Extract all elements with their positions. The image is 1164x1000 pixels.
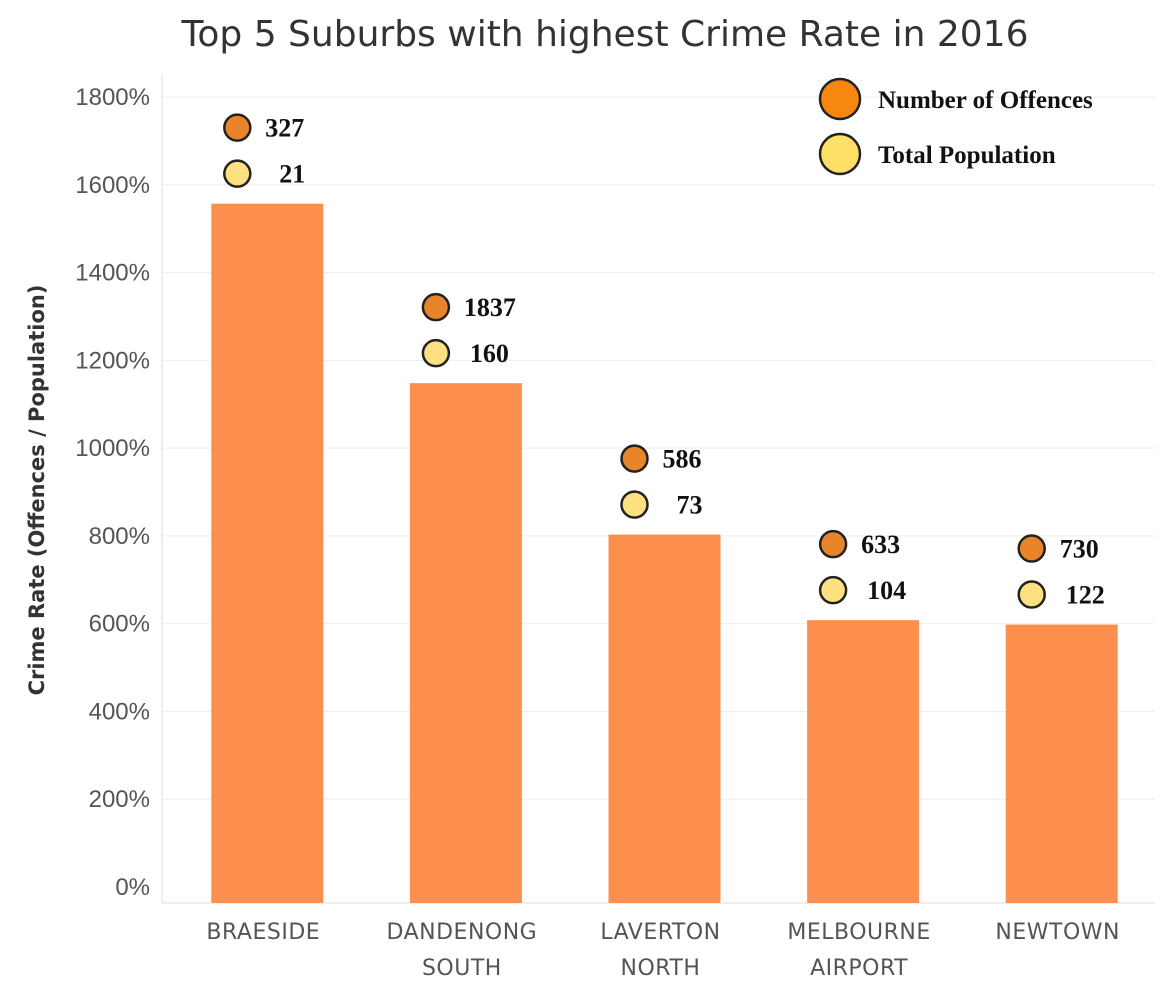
- offences-marker: [1017, 534, 1046, 563]
- x-tick-label: BRAESIDE: [206, 920, 320, 945]
- y-tick-label: 600%: [89, 611, 150, 638]
- legend: Number of Offences Total Population: [818, 77, 1093, 176]
- offences-marker: [223, 113, 252, 142]
- y-tick-label: 0%: [115, 874, 150, 901]
- population-value: 21: [279, 160, 305, 189]
- offences-marker: [421, 292, 451, 322]
- offences-marker: [818, 529, 848, 559]
- population-marker: [421, 338, 451, 368]
- population-value: 104: [867, 576, 906, 605]
- offences-value: 633: [861, 530, 900, 559]
- bar: [608, 534, 721, 903]
- x-tick-label: NEWTOWN: [995, 920, 1120, 945]
- gridlines: [162, 96, 1155, 800]
- population-value: 160: [470, 339, 509, 368]
- y-tick-label: 1600%: [75, 172, 150, 199]
- bar: [409, 383, 522, 904]
- y-tick-label: 1200%: [75, 347, 150, 374]
- population-value: 73: [677, 491, 703, 520]
- y-tick-label: 800%: [89, 523, 150, 550]
- x-axis-labels: BRAESIDE DANDENONG SOUTH LAVERTON NORTH MELBO…: [206, 920, 1120, 981]
- y-tick-label: 200%: [89, 786, 150, 813]
- bar-annotations: 327 21 1837 160 586 73 633 104 730 122: [223, 113, 1105, 610]
- offences-value: 1837: [464, 293, 516, 322]
- bar: [1005, 624, 1118, 903]
- legend-population-swatch: [818, 132, 862, 176]
- y-axis-title: Crime Rate (Offences / Population): [25, 285, 49, 696]
- y-tick-label: 1400%: [75, 260, 150, 287]
- population-value: 122: [1066, 581, 1105, 610]
- offences-value: 586: [663, 445, 702, 474]
- bar: [211, 203, 324, 903]
- population-marker: [1017, 580, 1046, 609]
- legend-offences-swatch: [818, 77, 862, 121]
- bar: [807, 620, 920, 903]
- population-marker: [818, 575, 848, 605]
- offences-value: 327: [265, 114, 304, 143]
- x-tick-label: MELBOURNE AIRPORT: [787, 920, 930, 981]
- offences-marker: [620, 444, 649, 473]
- legend-offences-label: Number of Offences: [878, 87, 1093, 114]
- legend-population-label: Total Population: [878, 142, 1056, 169]
- x-tick-label: DANDENONG SOUTH: [387, 920, 538, 981]
- population-marker: [223, 159, 252, 188]
- y-axis-labels: 0% 200% 400% 600% 800% 1000% 1200% 1400% 1600% 18…: [75, 84, 150, 901]
- y-tick-label: 1800%: [75, 84, 150, 111]
- x-tick-label: LAVERTON NORTH: [600, 920, 720, 981]
- offences-value: 730: [1060, 535, 1099, 564]
- y-tick-label: 1000%: [75, 435, 150, 462]
- population-marker: [620, 490, 649, 519]
- bars: [211, 203, 1118, 904]
- y-tick-label: 400%: [89, 698, 150, 725]
- chart-title: Top 5 Suburbs with highest Crime Rate in…: [181, 14, 1029, 55]
